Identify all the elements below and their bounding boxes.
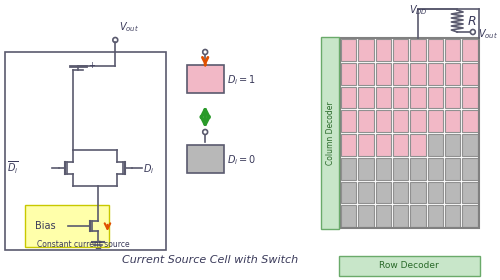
FancyBboxPatch shape [358, 134, 374, 156]
FancyBboxPatch shape [462, 181, 477, 203]
FancyBboxPatch shape [410, 63, 426, 85]
FancyBboxPatch shape [428, 39, 443, 61]
FancyBboxPatch shape [393, 63, 408, 85]
FancyBboxPatch shape [358, 158, 374, 179]
FancyBboxPatch shape [26, 205, 110, 247]
FancyBboxPatch shape [341, 39, 356, 61]
FancyBboxPatch shape [339, 256, 480, 276]
FancyBboxPatch shape [358, 39, 374, 61]
FancyBboxPatch shape [393, 39, 408, 61]
FancyBboxPatch shape [410, 134, 426, 156]
FancyBboxPatch shape [428, 181, 443, 203]
FancyBboxPatch shape [462, 205, 477, 227]
FancyBboxPatch shape [445, 63, 460, 85]
FancyBboxPatch shape [428, 158, 443, 179]
FancyBboxPatch shape [428, 110, 443, 132]
FancyBboxPatch shape [428, 87, 443, 108]
FancyBboxPatch shape [358, 87, 374, 108]
FancyBboxPatch shape [462, 158, 477, 179]
FancyBboxPatch shape [462, 110, 477, 132]
FancyBboxPatch shape [410, 110, 426, 132]
FancyBboxPatch shape [186, 65, 224, 93]
Text: Constant current source: Constant current source [37, 240, 130, 249]
Text: $\overline{D_i}$: $\overline{D_i}$ [7, 159, 18, 176]
FancyBboxPatch shape [376, 110, 391, 132]
FancyBboxPatch shape [341, 110, 356, 132]
FancyBboxPatch shape [5, 52, 166, 250]
FancyBboxPatch shape [341, 158, 356, 179]
FancyBboxPatch shape [428, 134, 443, 156]
FancyBboxPatch shape [410, 158, 426, 179]
Text: +: + [88, 61, 95, 70]
FancyBboxPatch shape [358, 181, 374, 203]
FancyBboxPatch shape [445, 39, 460, 61]
FancyBboxPatch shape [393, 110, 408, 132]
FancyBboxPatch shape [445, 134, 460, 156]
FancyBboxPatch shape [393, 87, 408, 108]
Text: $D_i=1$: $D_i=1$ [226, 73, 256, 87]
FancyBboxPatch shape [376, 134, 391, 156]
FancyBboxPatch shape [462, 39, 477, 61]
FancyBboxPatch shape [341, 63, 356, 85]
Text: $V_{out}$: $V_{out}$ [119, 20, 139, 34]
FancyBboxPatch shape [410, 87, 426, 108]
FancyBboxPatch shape [410, 39, 426, 61]
FancyBboxPatch shape [445, 87, 460, 108]
FancyBboxPatch shape [376, 181, 391, 203]
Text: Current Source Cell with Switch: Current Source Cell with Switch [122, 255, 298, 265]
Text: $V_{out}$: $V_{out}$ [478, 27, 498, 41]
FancyBboxPatch shape [322, 37, 339, 229]
FancyBboxPatch shape [462, 63, 477, 85]
Text: Column Decoder: Column Decoder [326, 101, 334, 165]
FancyBboxPatch shape [428, 63, 443, 85]
FancyBboxPatch shape [445, 110, 460, 132]
FancyBboxPatch shape [445, 158, 460, 179]
FancyBboxPatch shape [376, 63, 391, 85]
FancyBboxPatch shape [428, 205, 443, 227]
Text: $R$: $R$ [467, 15, 476, 27]
FancyBboxPatch shape [462, 87, 477, 108]
FancyBboxPatch shape [393, 134, 408, 156]
FancyBboxPatch shape [341, 181, 356, 203]
FancyBboxPatch shape [358, 205, 374, 227]
FancyBboxPatch shape [410, 181, 426, 203]
FancyBboxPatch shape [376, 87, 391, 108]
Text: Bias: Bias [35, 221, 56, 231]
Text: Row Decoder: Row Decoder [380, 262, 439, 270]
FancyBboxPatch shape [393, 158, 408, 179]
FancyBboxPatch shape [376, 158, 391, 179]
FancyBboxPatch shape [410, 205, 426, 227]
FancyBboxPatch shape [445, 181, 460, 203]
FancyBboxPatch shape [341, 205, 356, 227]
FancyBboxPatch shape [358, 110, 374, 132]
FancyBboxPatch shape [376, 39, 391, 61]
FancyBboxPatch shape [341, 134, 356, 156]
FancyBboxPatch shape [186, 145, 224, 173]
Text: $D_i$: $D_i$ [142, 162, 154, 176]
FancyBboxPatch shape [358, 63, 374, 85]
FancyBboxPatch shape [341, 87, 356, 108]
FancyBboxPatch shape [393, 205, 408, 227]
FancyBboxPatch shape [393, 181, 408, 203]
Text: $V_{DD}$: $V_{DD}$ [409, 3, 428, 17]
Text: $D_i=0$: $D_i=0$ [226, 153, 256, 167]
FancyBboxPatch shape [462, 134, 477, 156]
FancyBboxPatch shape [445, 205, 460, 227]
FancyBboxPatch shape [376, 205, 391, 227]
